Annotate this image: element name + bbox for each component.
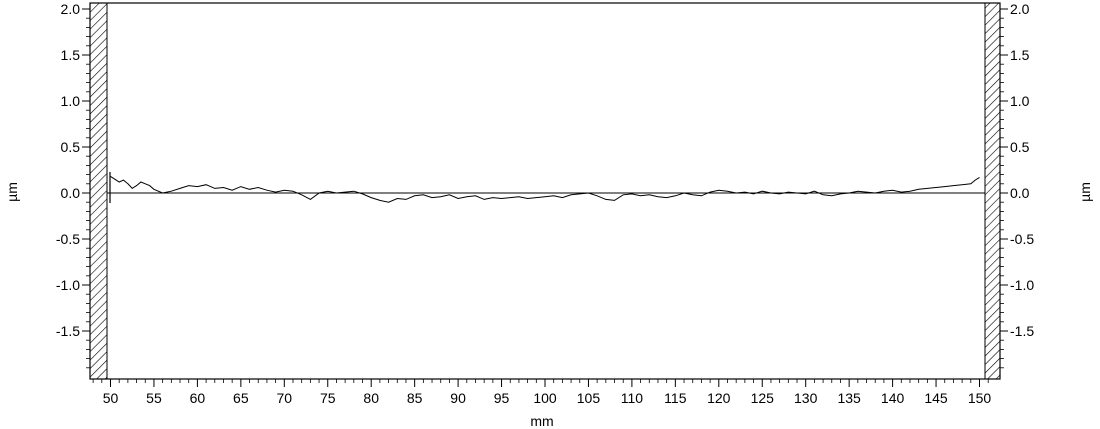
y-tick-label-left: 0.0: [61, 185, 81, 201]
x-tick-label: 90: [450, 390, 466, 406]
y-tick-label-left: 0.5: [61, 139, 81, 155]
x-tick-label: 135: [837, 390, 861, 406]
y-tick-label-right: -0.5: [1010, 231, 1034, 247]
y-tick-label-left: -1.0: [56, 277, 80, 293]
x-tick-label: 55: [146, 390, 162, 406]
x-tick-label: 65: [233, 390, 249, 406]
y-tick-label-left: -0.5: [56, 231, 80, 247]
y-tick-label-left: 1.0: [61, 93, 81, 109]
y-tick-label-right: 0.5: [1010, 139, 1030, 155]
x-tick-label: 125: [751, 390, 775, 406]
profile-line: [110, 175, 980, 203]
x-tick-label: 110: [621, 390, 644, 406]
minor-ticks: [86, 17, 1004, 383]
x-tick-label: 60: [190, 390, 206, 406]
hatched-margin-right: [984, 2, 1001, 380]
plot-frame: [89, 2, 1001, 380]
x-tick-label: 70: [277, 390, 293, 406]
x-tick-label: 95: [494, 390, 510, 406]
y-ticks-left: 2.0 1.5 1.0 0.5 0.0 -0.5 -1.0 -1.5: [56, 1, 90, 339]
y-ticks-right: 2.0 1.5 1.0 0.5 0.0 -0.5 -1.0 -1.5: [1000, 1, 1034, 339]
y-tick-label-right: -1.5: [1010, 323, 1034, 339]
x-ticks: 50 55 60 65 70 75 80 85 90 95 100 105 110 115 120 125 13…: [103, 379, 992, 406]
hatched-margin-left: [89, 2, 108, 380]
y-axis-title-left: µm: [4, 182, 20, 202]
y-tick-label-right: 1.5: [1010, 47, 1030, 63]
x-tick-label: 140: [881, 390, 905, 406]
x-tick-label: 50: [103, 390, 119, 406]
x-tick-label: 80: [363, 390, 379, 406]
y-tick-label-left: 1.5: [61, 47, 81, 63]
y-tick-label-right: 0.0: [1010, 185, 1030, 201]
y-tick-label-right: 1.0: [1010, 93, 1030, 109]
x-tick-label: 145: [924, 390, 948, 406]
x-tick-label: 115: [664, 390, 687, 406]
y-tick-label-left: -1.5: [56, 323, 80, 339]
x-tick-label: 120: [707, 390, 731, 406]
x-tick-label: 105: [577, 390, 601, 406]
y-tick-label-left: 2.0: [61, 1, 81, 17]
x-tick-label: 150: [968, 390, 992, 406]
x-tick-label: 100: [533, 390, 557, 406]
x-axis-title: mm: [530, 413, 553, 429]
y-tick-label-right: -1.0: [1010, 277, 1034, 293]
x-tick-label: 85: [407, 390, 423, 406]
x-tick-label: 75: [320, 390, 336, 406]
y-axis-title-right: µm: [1077, 182, 1093, 202]
y-tick-label-right: 2.0: [1010, 1, 1030, 17]
x-tick-label: 130: [794, 390, 818, 406]
